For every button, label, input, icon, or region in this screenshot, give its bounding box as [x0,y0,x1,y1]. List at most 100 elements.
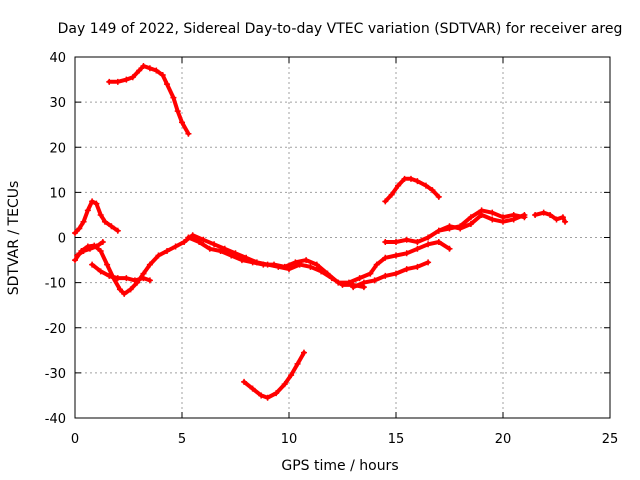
data-point [403,250,410,257]
data-point [108,223,115,230]
data-point [181,239,188,246]
data-point [264,394,271,401]
series-arc-d [74,239,106,259]
data-point [206,245,213,252]
data-point [271,261,278,268]
data-point [140,275,147,282]
data-point [146,261,153,268]
data-point [367,270,374,277]
data-point [172,243,179,250]
y-tick-label: 20 [49,141,66,156]
data-point [140,63,147,70]
data-point [200,236,207,243]
data-point [89,261,96,268]
data-point [114,275,121,282]
data-point [249,259,256,266]
data-point [260,261,267,268]
data-point [97,211,104,218]
series-arc-c [72,232,367,297]
data-point [93,243,100,250]
y-axis-label: SDTVAR / TECUs [6,181,22,296]
data-point [159,72,166,79]
data-point [170,94,177,101]
data-point [425,259,432,266]
data-point [123,275,130,282]
data-point [489,216,496,223]
data-point [414,239,421,246]
data-point [97,248,104,255]
data-point [211,241,218,248]
data-point [500,218,506,225]
data-point [136,67,143,74]
x-axis: 0 5 10 15 20 25 [71,57,618,447]
series-arc-a [106,63,192,137]
data-point [76,225,83,232]
data-point [307,263,314,270]
y-axis: -40 -30 -20 -10 0 10 20 30 40 [45,51,610,427]
data-point [532,211,539,218]
data-point [435,193,442,200]
data-point [114,227,121,234]
y-tick-label: -30 [45,367,66,382]
x-tick-label: 25 [602,432,619,447]
data-point [114,78,121,85]
x-tick-label: 20 [495,432,512,447]
data-point [382,254,389,261]
data-point [414,245,421,252]
data-point [101,218,108,225]
y-tick-label: -10 [45,277,66,292]
data-point [425,241,432,248]
data-point [74,252,81,259]
y-tick-label: 10 [49,186,66,201]
data-point [185,130,192,137]
data-point [510,216,517,223]
data-point [335,279,342,286]
data-point [146,277,153,284]
data-point [238,257,245,264]
data-point [164,248,171,255]
data-point [401,175,408,182]
series-arc-e [89,261,153,284]
data-point [258,392,265,399]
data-point [131,277,138,284]
data-point [393,252,399,259]
data-point [414,263,421,270]
data-point [72,229,78,236]
data-point [478,211,485,218]
data-point [179,119,185,126]
data-point [106,272,113,279]
data-point [446,223,453,230]
series-trace [186,235,452,285]
data-point [467,220,474,227]
data-point [72,257,78,264]
data-point [489,209,496,216]
data-point [300,349,307,356]
data-series [72,63,569,401]
y-tick-label: -40 [45,412,66,427]
data-point [356,275,363,282]
data-point [373,261,380,268]
chart-title: Day 149 of 2022, Sidereal Day-to-day VTE… [58,21,623,37]
data-point [288,372,295,379]
data-point [382,272,389,279]
data-point [80,218,87,225]
data-point [89,198,96,205]
data-point [388,191,395,198]
data-point [429,187,436,194]
series-arc-k [532,209,569,225]
y-tick-label: 0 [58,232,66,247]
data-point [350,284,357,291]
data-point [553,216,560,223]
data-point [559,214,566,221]
data-point [153,67,160,74]
data-point [414,178,421,185]
data-point [403,266,410,273]
data-point [196,239,203,246]
data-point [393,270,399,277]
data-point [164,81,171,88]
data-point [382,239,389,246]
data-point [241,378,248,385]
data-point [382,198,389,205]
data-point [86,245,93,252]
